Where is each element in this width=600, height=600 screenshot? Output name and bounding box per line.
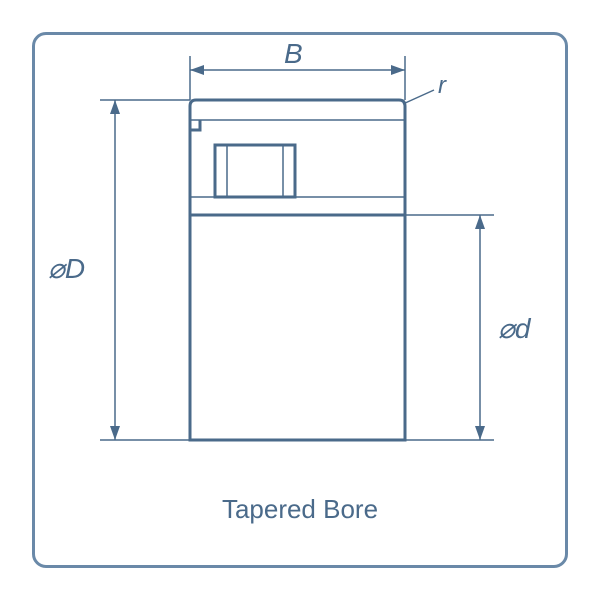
dim-D-arrow-bot	[110, 426, 120, 440]
dim-B-arrow-right	[391, 65, 405, 75]
dim-d-label: ⌀d	[498, 312, 530, 345]
dim-r-label: r	[438, 72, 446, 100]
dim-B-label: B	[284, 38, 303, 70]
dim-D-arrow-top	[110, 100, 120, 114]
dim-r-leader	[403, 90, 434, 104]
dim-D-label: ⌀D	[48, 252, 85, 285]
dim-d-arrow-bot	[475, 426, 485, 440]
bearing-outline	[190, 100, 405, 440]
caption-text: Tapered Bore	[0, 494, 600, 525]
dim-B-arrow-left	[190, 65, 204, 75]
dim-d-arrow-top	[475, 215, 485, 229]
roller-element	[227, 145, 283, 197]
